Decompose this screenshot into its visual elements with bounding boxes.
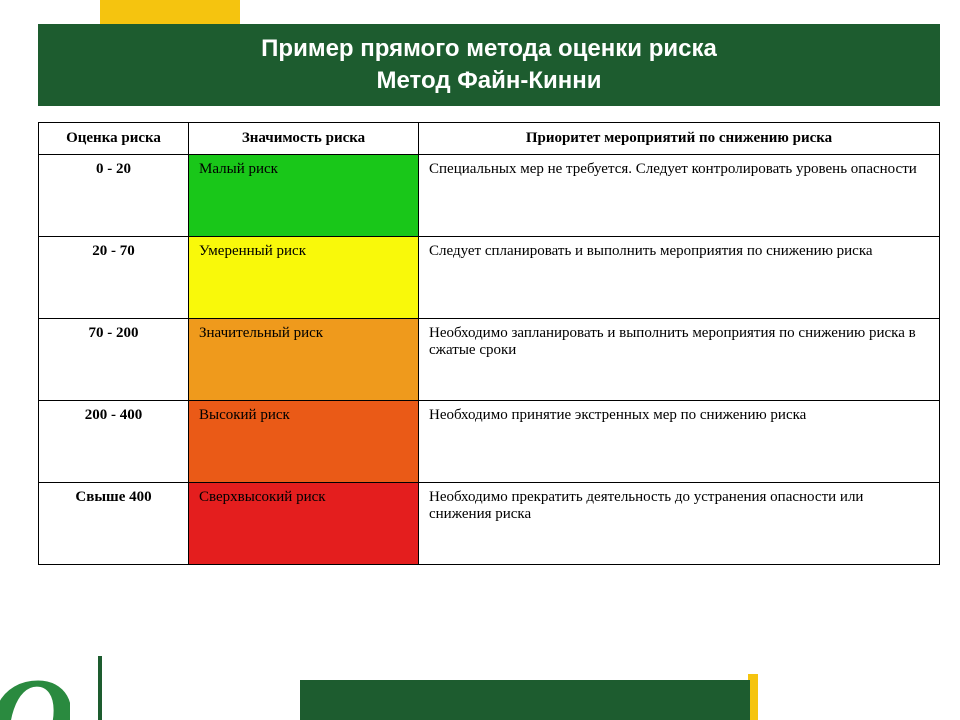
th-priority: Приоритет мероприятий по снижению риска (419, 123, 940, 155)
cell-significance: Сверхвысокий риск (189, 483, 419, 565)
title-line-2: Метод Файн-Кинни (377, 65, 602, 97)
risk-table: Оценка риска Значимость риска Приоритет … (38, 122, 940, 565)
top-accent-bar (100, 0, 240, 24)
table-body: 0 - 20Малый рискСпециальных мер не требу… (39, 155, 940, 565)
th-range: Оценка риска (39, 123, 189, 155)
table-row: 0 - 20Малый рискСпециальных мер не требу… (39, 155, 940, 237)
cell-priority: Необходимо принятие экстренных мер по сн… (419, 401, 940, 483)
cell-priority: Специальных мер не требуется. Следует ко… (419, 155, 940, 237)
th-significance: Значимость риска (189, 123, 419, 155)
bottom-decoration: O (0, 646, 960, 720)
cell-priority: Необходимо запланировать и выполнить мер… (419, 319, 940, 401)
bottom-center-block (300, 670, 750, 720)
cell-priority: Необходимо прекратить деятельность до ус… (419, 483, 940, 565)
table-header-row: Оценка риска Значимость риска Приоритет … (39, 123, 940, 155)
bottom-vertical-rule (98, 656, 102, 720)
logo-letter: O (0, 660, 70, 720)
cell-significance: Малый риск (189, 155, 419, 237)
cell-range: 20 - 70 (39, 237, 189, 319)
title-bar: Пример прямого метода оценки риска Метод… (38, 24, 940, 106)
cell-significance: Умеренный риск (189, 237, 419, 319)
cell-significance: Высокий риск (189, 401, 419, 483)
table-row: Свыше 400Сверхвысокий рискНеобходимо пре… (39, 483, 940, 565)
title-line-1: Пример прямого метода оценки риска (261, 33, 717, 65)
table-row: 20 - 70Умеренный рискСледует спланироват… (39, 237, 940, 319)
cell-range: Свыше 400 (39, 483, 189, 565)
table-row: 70 - 200Значительный рискНеобходимо запл… (39, 319, 940, 401)
cell-range: 200 - 400 (39, 401, 189, 483)
cell-priority: Следует спланировать и выполнить меропри… (419, 237, 940, 319)
table-row: 200 - 400Высокий рискНеобходимо принятие… (39, 401, 940, 483)
cell-significance: Значительный риск (189, 319, 419, 401)
cell-range: 0 - 20 (39, 155, 189, 237)
bottom-green-bar (300, 680, 750, 720)
logo-fragment: O (0, 660, 70, 720)
cell-range: 70 - 200 (39, 319, 189, 401)
